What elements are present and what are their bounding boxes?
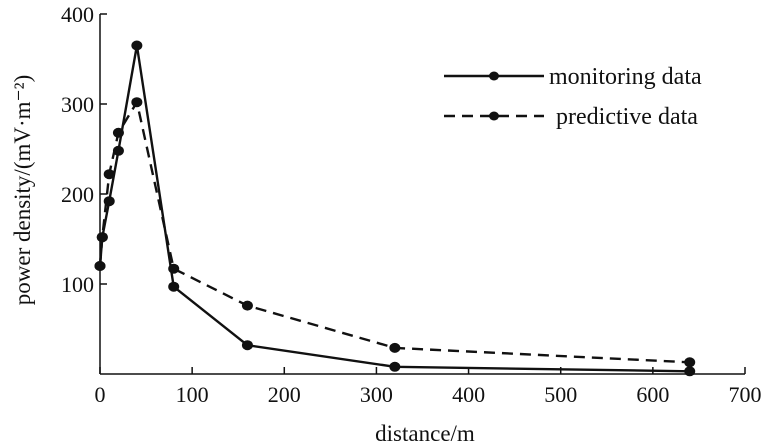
x-tick-label: 200 [268,382,301,407]
series-2-point [104,169,115,179]
series-2-point [113,128,124,138]
series-2-point [131,97,142,107]
series-2-point [389,343,400,353]
plot-area [95,41,696,377]
x-tick-label: 600 [636,382,669,407]
series-2-point [684,357,695,367]
x-tick-label: 100 [176,382,209,407]
legend-label-1: monitoring data [549,64,702,90]
series-1-point [168,282,179,292]
legend-label-2: predictive data [556,104,698,130]
y-tick-label: 400 [61,2,94,27]
x-axis-title: distance/m [375,421,475,444]
series-2-point [168,264,179,274]
y-tick-label: 100 [61,272,94,297]
x-tick-label: 300 [360,382,393,407]
series-2-point [242,301,253,311]
x-tick-label: 0 [95,382,106,407]
series-2-point [95,261,106,271]
x-tick-label: 700 [729,382,762,407]
axes: 0 100 200 300 400 500 600 700 100 200 300 400 [61,2,762,407]
series-2-point [97,232,108,242]
legend-marker-2 [489,112,499,121]
series-1-point [242,340,253,350]
y-axis-title: power density/(mV·m⁻²) [10,75,35,305]
series-1-point [684,366,695,376]
series-1-point [131,41,142,51]
y-tick-label: 200 [61,182,94,207]
series-1-point [389,362,400,372]
power-density-chart: 0 100 200 300 400 500 600 700 100 200 300 400 monit… [0,0,771,444]
x-tick-label: 400 [452,382,485,407]
legend-marker-1 [489,72,499,81]
series-line-2 [100,102,690,362]
legend: monitoring data predictive data [444,64,702,130]
x-tick-label: 500 [544,382,577,407]
y-tick-label: 300 [61,92,94,117]
series-line-1 [100,46,690,372]
